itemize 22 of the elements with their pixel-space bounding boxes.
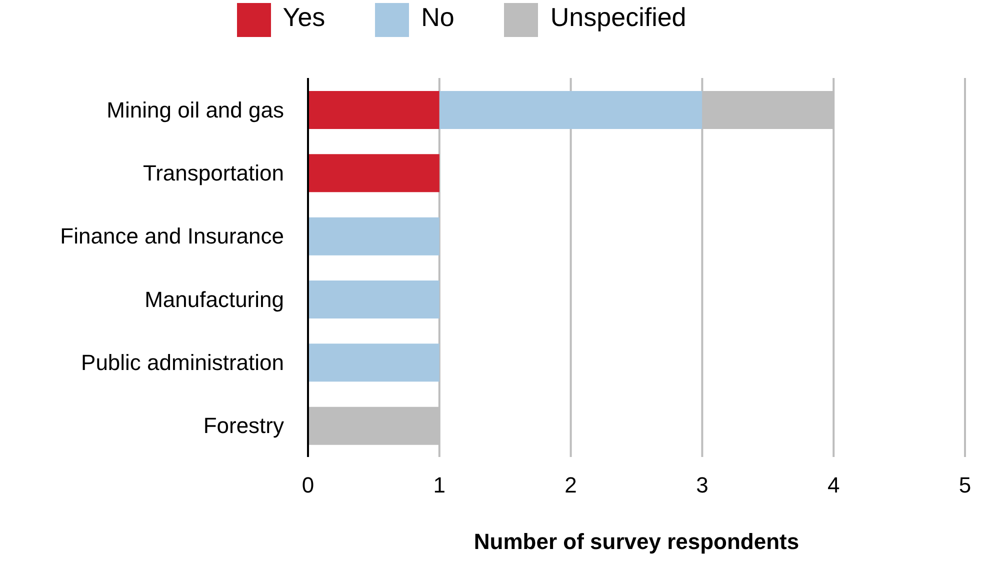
legend-label: No: [421, 2, 454, 32]
y-tick-label: Finance and Insurance: [60, 224, 284, 249]
x-tick-label: 2: [564, 472, 577, 498]
bar: [308, 217, 440, 256]
bar: [308, 91, 440, 129]
x-tick-label: 4: [827, 472, 840, 498]
y-tick-label: Mining oil and gas: [106, 97, 284, 122]
y-tick-label: Transportation: [142, 160, 284, 186]
x-axis-title: Number of survey respondents: [474, 529, 800, 554]
bar: [439, 91, 702, 129]
x-tick-label: 5: [958, 472, 972, 498]
y-tick-label: Public administration: [81, 350, 284, 376]
legend-label: Yes: [282, 2, 326, 32]
x-tick-label: 3: [696, 472, 708, 498]
x-tick-label: 0: [302, 472, 314, 498]
bar: [308, 280, 440, 318]
y-tick-label: Forestry: [203, 413, 284, 438]
legend-label: Unspecified: [550, 2, 686, 32]
x-tick-label: 1: [433, 472, 446, 498]
y-tick-label: Manufacturing: [144, 286, 284, 312]
bar: [308, 344, 440, 382]
bar: [308, 154, 440, 192]
